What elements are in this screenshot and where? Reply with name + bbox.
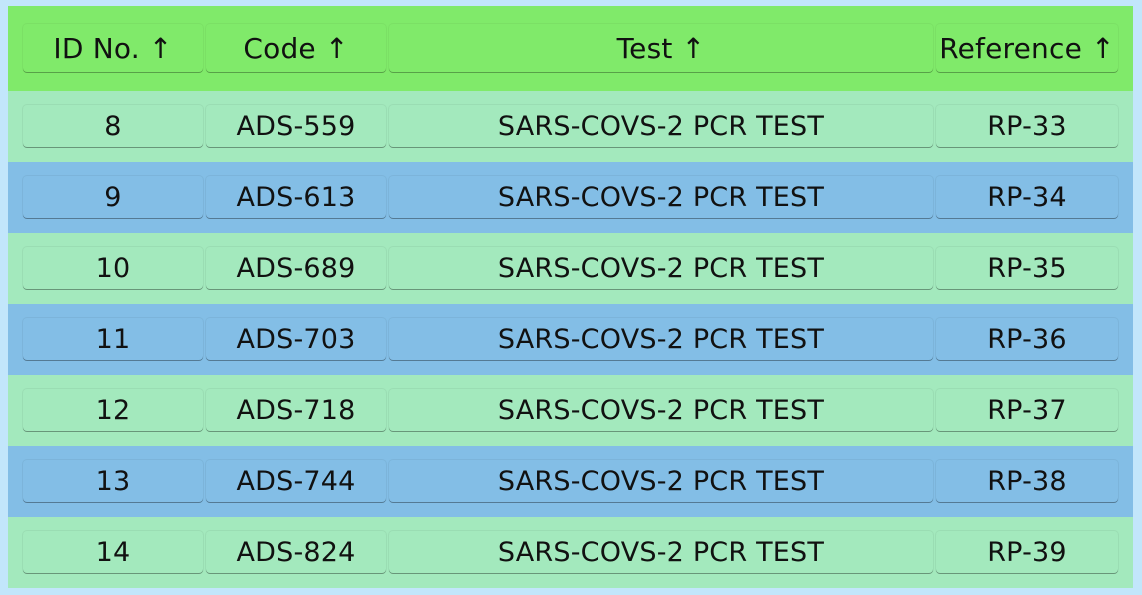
sort-test-header[interactable]: Test ↑ bbox=[389, 24, 933, 72]
test-cell: SARS-COVS-2 PCR TEST bbox=[389, 531, 933, 573]
test-cell: SARS-COVS-2 PCR TEST bbox=[389, 318, 933, 360]
code-cell: ADS-824 bbox=[206, 531, 386, 573]
code-cell: ADS-559 bbox=[206, 105, 386, 147]
code-cell: ADS-744 bbox=[206, 460, 386, 502]
test-cell: SARS-COVS-2 PCR TEST bbox=[389, 105, 933, 147]
table-row: 8 ADS-559 SARS-COVS-2 PCR TEST RP-33 bbox=[8, 91, 1133, 162]
table-header: ID No. ↑ Code ↑ Test ↑ Reference ↑ bbox=[8, 6, 1133, 91]
code-cell: ADS-613 bbox=[206, 176, 386, 218]
id-cell: 12 bbox=[23, 389, 203, 431]
test-cell: SARS-COVS-2 PCR TEST bbox=[389, 176, 933, 218]
reference-cell: RP-33 bbox=[936, 105, 1118, 147]
test-cell: SARS-COVS-2 PCR TEST bbox=[389, 389, 933, 431]
id-cell: 14 bbox=[23, 531, 203, 573]
table-row: 11 ADS-703 SARS-COVS-2 PCR TEST RP-36 bbox=[8, 304, 1133, 375]
reference-cell: RP-38 bbox=[936, 460, 1118, 502]
table-row: 9 ADS-613 SARS-COVS-2 PCR TEST RP-34 bbox=[8, 162, 1133, 233]
test-cell: SARS-COVS-2 PCR TEST bbox=[389, 247, 933, 289]
sort-code-header[interactable]: Code ↑ bbox=[206, 24, 386, 72]
id-cell: 11 bbox=[23, 318, 203, 360]
id-cell: 9 bbox=[23, 176, 203, 218]
table-row: 13 ADS-744 SARS-COVS-2 PCR TEST RP-38 bbox=[8, 446, 1133, 517]
table-row: 14 ADS-824 SARS-COVS-2 PCR TEST RP-39 bbox=[8, 517, 1133, 588]
sort-id-header[interactable]: ID No. ↑ bbox=[23, 24, 203, 72]
table-row: 12 ADS-718 SARS-COVS-2 PCR TEST RP-37 bbox=[8, 375, 1133, 446]
code-cell: ADS-689 bbox=[206, 247, 386, 289]
id-cell: 10 bbox=[23, 247, 203, 289]
reference-cell: RP-36 bbox=[936, 318, 1118, 360]
reference-cell: RP-35 bbox=[936, 247, 1118, 289]
reference-cell: RP-37 bbox=[936, 389, 1118, 431]
code-cell: ADS-703 bbox=[206, 318, 386, 360]
code-cell: ADS-718 bbox=[206, 389, 386, 431]
id-cell: 13 bbox=[23, 460, 203, 502]
table-row: 10 ADS-689 SARS-COVS-2 PCR TEST RP-35 bbox=[8, 233, 1133, 304]
reference-cell: RP-39 bbox=[936, 531, 1118, 573]
reference-cell: RP-34 bbox=[936, 176, 1118, 218]
sort-reference-header[interactable]: Reference ↑ bbox=[936, 24, 1118, 72]
results-table: ID No. ↑ Code ↑ Test ↑ Reference ↑ 8 ADS… bbox=[8, 6, 1133, 589]
id-cell: 8 bbox=[23, 105, 203, 147]
test-cell: SARS-COVS-2 PCR TEST bbox=[389, 460, 933, 502]
